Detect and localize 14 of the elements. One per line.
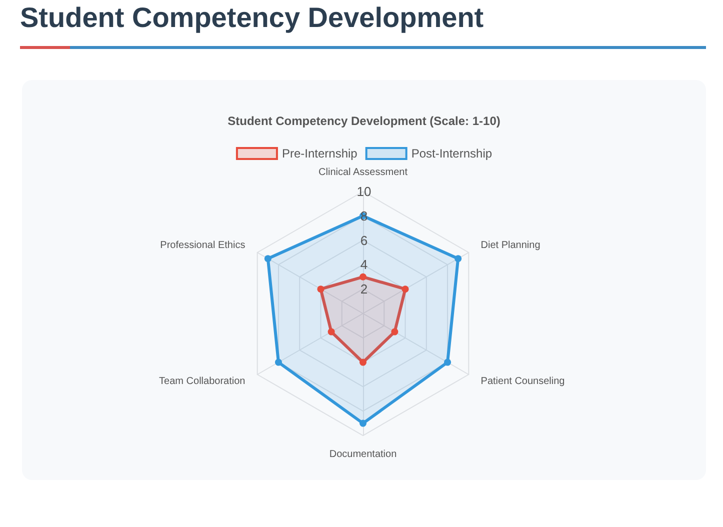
- y-tick-label: 10: [356, 184, 372, 199]
- spoke-label: Documentation: [329, 449, 397, 460]
- legend-label: Pre-Internship: [282, 146, 358, 160]
- legend-label: Post-Internship: [411, 146, 492, 160]
- y-tick-label: 4: [360, 257, 368, 272]
- spoke-label: Patient Counseling: [480, 376, 565, 387]
- chart-title: Student Competency Development: [20, 1, 484, 35]
- y-tick-label: 6: [360, 232, 368, 248]
- spoke-label: Diet Planning: [480, 240, 540, 251]
- spoke-label: Professional Ethics: [160, 240, 246, 251]
- chart-subtitle: Student Competency Development (Scale: 1-10): [228, 114, 500, 128]
- spoke-label: Team Collaboration: [159, 376, 246, 387]
- spoke-label: Clinical Assessment: [318, 167, 408, 178]
- y-tick-label: 2: [360, 282, 368, 297]
